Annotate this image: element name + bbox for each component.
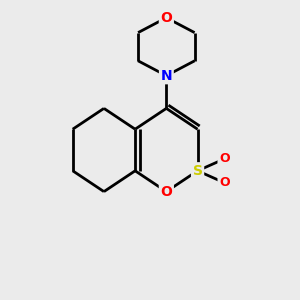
Text: S: S	[193, 164, 202, 178]
Text: O: O	[160, 11, 172, 25]
Text: N: N	[160, 69, 172, 83]
Text: O: O	[160, 184, 172, 199]
Text: O: O	[219, 176, 230, 189]
Text: O: O	[219, 152, 230, 165]
